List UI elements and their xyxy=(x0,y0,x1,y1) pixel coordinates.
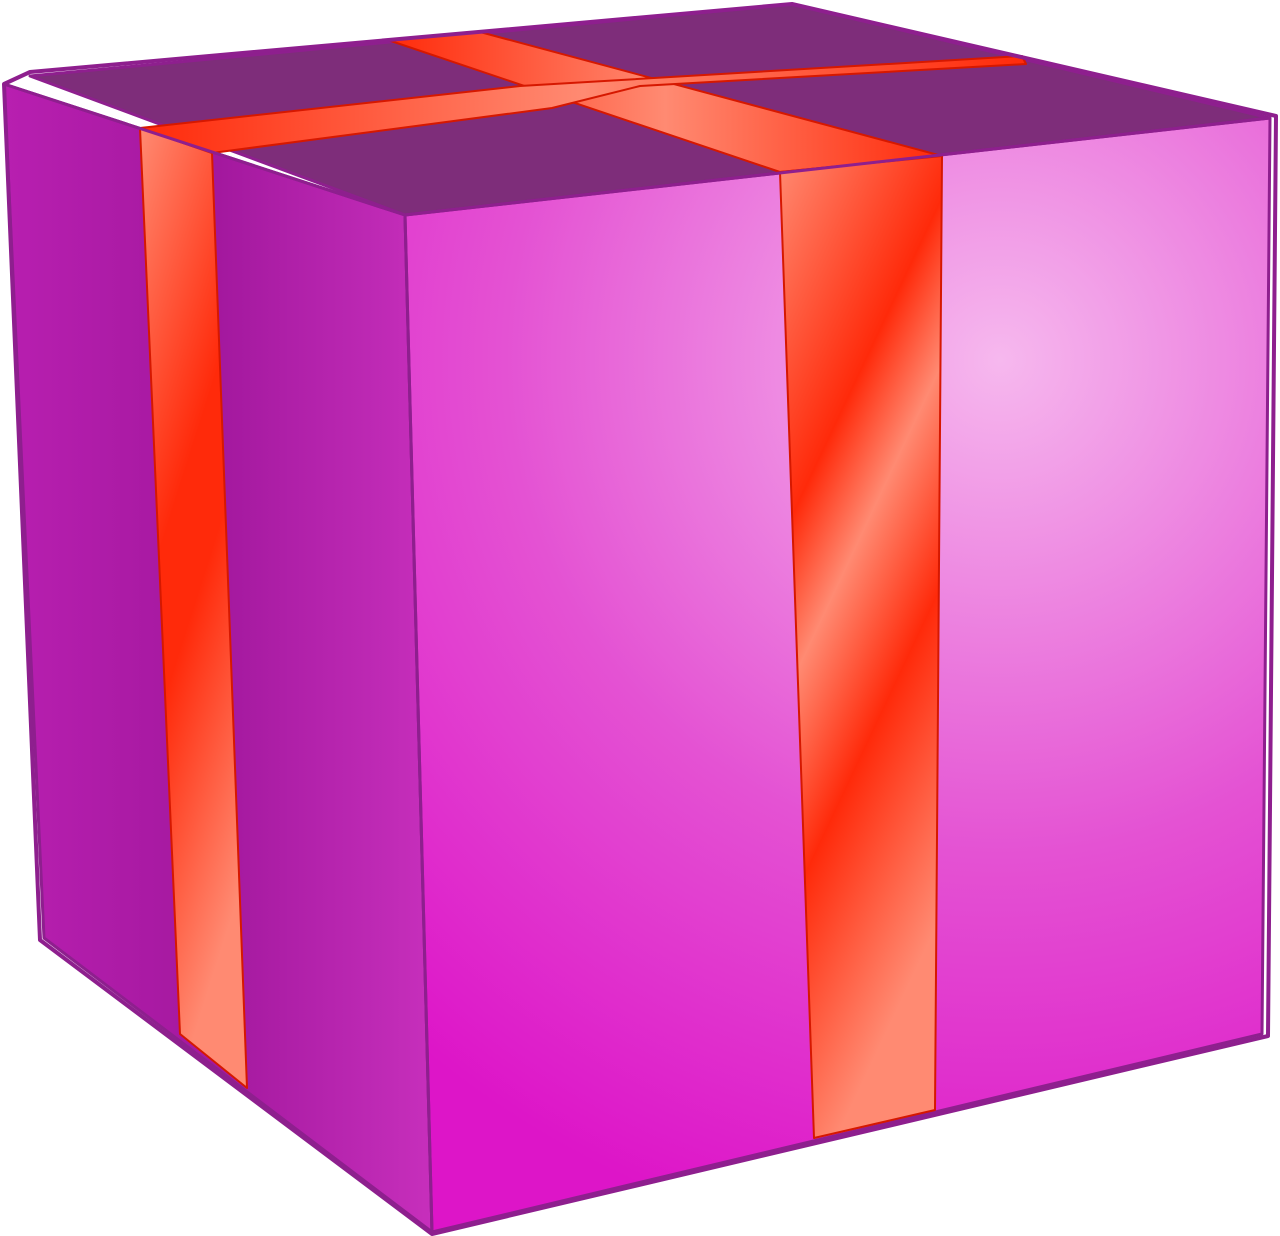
box-edge-vertical xyxy=(403,214,434,1233)
box-edge-top xyxy=(3,82,1271,217)
ribbon-top-crossing xyxy=(139,55,1027,154)
